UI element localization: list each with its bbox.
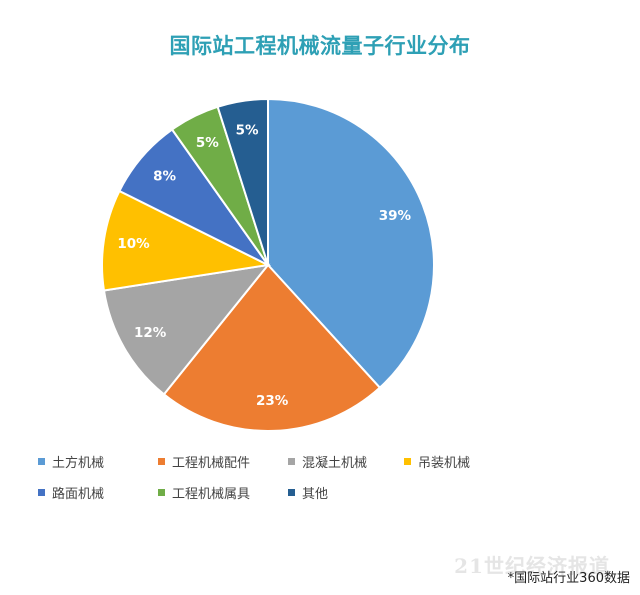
legend-item: 混凝土机械	[288, 452, 404, 471]
legend-label: 土方机械	[52, 456, 105, 471]
slice-label-5: 8%	[153, 168, 176, 184]
slice-label-6: 5%	[196, 135, 219, 151]
legend-label: 其他	[302, 487, 329, 502]
legend-label: 工程机械配件	[172, 456, 251, 471]
legend-swatch	[38, 489, 45, 496]
legend-label: 工程机械属具	[172, 487, 251, 502]
pie-slice-4	[101, 189, 272, 292]
slice-label-3: 12%	[134, 325, 167, 341]
legend-label: 混凝土机械	[302, 456, 368, 471]
pie-slice-2	[162, 263, 382, 432]
watermark: 21世纪经济报道	[454, 554, 610, 578]
legend-label: 吊装机械	[418, 456, 471, 471]
slice-label-7: 5%	[236, 122, 259, 138]
legend-swatch	[288, 458, 295, 465]
slice-label-2: 23%	[256, 393, 289, 409]
legend-swatch	[38, 458, 45, 465]
chart-title: 国际站工程机械流量子行业分布	[169, 34, 471, 58]
slice-label-1: 39%	[379, 208, 412, 224]
legend-swatch	[158, 489, 165, 496]
legend-item: 土方机械	[38, 452, 158, 471]
legend-item: 工程机械属具	[158, 483, 288, 502]
legend-item: 吊装机械	[404, 452, 524, 471]
source-note: *国际站行业360数据	[507, 571, 630, 586]
slice-label-4: 10%	[117, 236, 150, 252]
legend-label: 路面机械	[52, 487, 105, 502]
legend-item: 其他	[288, 483, 404, 502]
legend-item: 路面机械	[38, 483, 158, 502]
pie-chart: 39% 23% 12% 10% 8% 5% 5%	[101, 97, 435, 432]
legend-swatch	[288, 489, 295, 496]
legend-swatch	[404, 458, 411, 465]
legend-swatch	[158, 458, 165, 465]
pie-slice-7	[216, 97, 269, 266]
legend-item: 工程机械配件	[158, 452, 288, 471]
chart-legend: 土方机械 工程机械配件 混凝土机械 吊装机械路面机械 工程机械属具 其他	[38, 452, 598, 502]
pie-slice-1	[267, 97, 435, 390]
pie-slice-3	[102, 263, 271, 396]
